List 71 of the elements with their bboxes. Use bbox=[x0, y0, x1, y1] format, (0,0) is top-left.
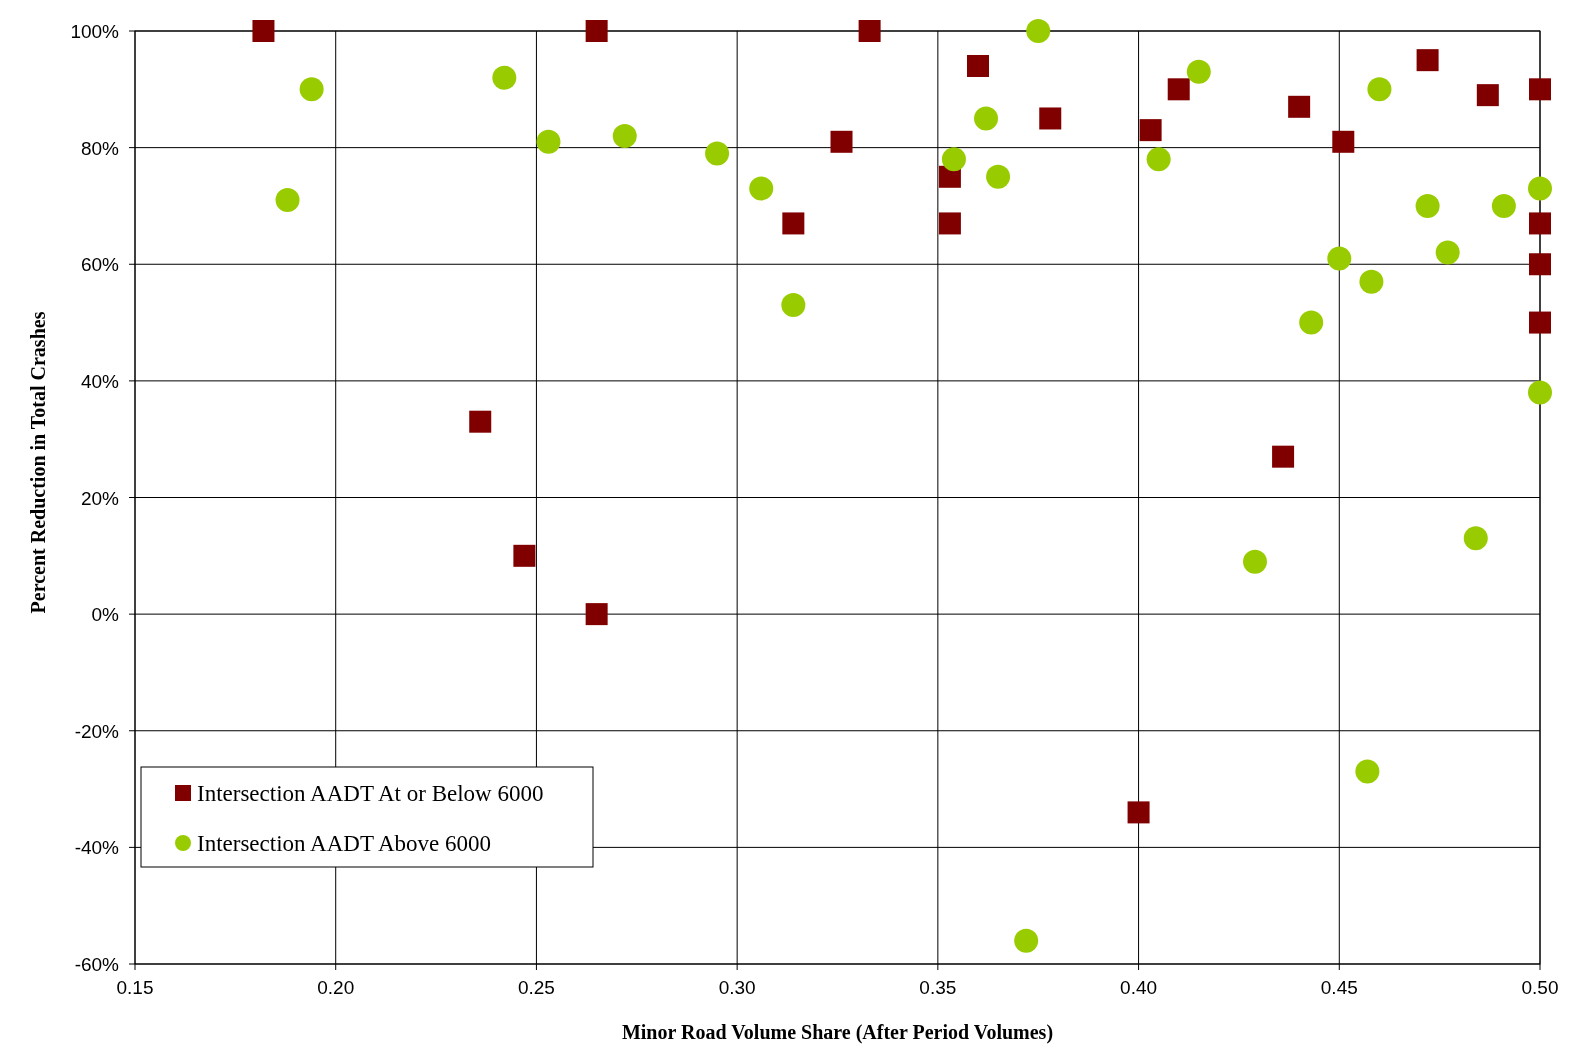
x-tick-label: 0.25 bbox=[517, 977, 555, 998]
point bbox=[938, 212, 961, 235]
point bbox=[1026, 19, 1051, 43]
y-tick-label: 40% bbox=[80, 370, 120, 392]
point bbox=[1415, 193, 1440, 218]
point bbox=[1127, 801, 1150, 824]
legend-label: Intersection AADT At or Below 6000 bbox=[197, 781, 544, 806]
point bbox=[1476, 84, 1499, 107]
y-tick-label: 60% bbox=[80, 254, 120, 276]
point bbox=[986, 164, 1011, 189]
point bbox=[1529, 212, 1551, 235]
point bbox=[781, 293, 806, 318]
point bbox=[585, 20, 608, 42]
point bbox=[1355, 759, 1380, 784]
point bbox=[1529, 253, 1551, 276]
point bbox=[1186, 59, 1211, 84]
y-tick-label: 0% bbox=[91, 604, 120, 626]
point bbox=[536, 129, 561, 154]
x-tick-label: 0.50 bbox=[1521, 977, 1559, 998]
x-tick-label: 0.45 bbox=[1320, 977, 1358, 998]
point bbox=[941, 147, 966, 172]
point bbox=[974, 106, 999, 131]
point bbox=[299, 77, 324, 102]
point bbox=[1327, 246, 1352, 271]
point bbox=[1139, 119, 1162, 142]
point bbox=[252, 20, 275, 42]
point bbox=[1435, 240, 1460, 265]
point bbox=[1039, 107, 1062, 130]
point bbox=[1167, 78, 1190, 101]
x-axis-title: Minor Road Volume Share (After Period Volumes) bbox=[621, 1021, 1054, 1044]
legend-label: Intersection AADT Above 6000 bbox=[197, 831, 492, 856]
x-tick-label: 0.40 bbox=[1120, 977, 1158, 998]
point bbox=[858, 20, 881, 42]
x-tick-label: 0.35 bbox=[919, 977, 957, 998]
point bbox=[1528, 380, 1552, 405]
y-tick-label: -60% bbox=[74, 954, 120, 975]
point bbox=[469, 410, 492, 433]
point bbox=[1529, 311, 1551, 334]
point bbox=[1146, 147, 1171, 172]
point bbox=[1367, 77, 1392, 102]
x-tick-label: 0.15 bbox=[116, 977, 154, 998]
point bbox=[275, 188, 300, 213]
point bbox=[1332, 130, 1355, 153]
point bbox=[585, 603, 608, 626]
point bbox=[612, 123, 637, 148]
point bbox=[492, 65, 517, 90]
point bbox=[830, 130, 853, 153]
point bbox=[1242, 549, 1267, 574]
y-tick-label: 100% bbox=[70, 21, 120, 42]
x-tick-label: 0.20 bbox=[317, 977, 355, 998]
point bbox=[1359, 269, 1384, 294]
point bbox=[1528, 176, 1552, 201]
x-tick-label: 0.30 bbox=[718, 977, 756, 998]
point bbox=[749, 176, 774, 201]
point bbox=[1014, 928, 1039, 953]
y-tick-label: -20% bbox=[74, 720, 120, 742]
y-tick-label: 20% bbox=[80, 487, 120, 509]
point bbox=[1288, 95, 1311, 118]
point bbox=[782, 212, 805, 235]
y-axis-title: Percent Reduction in Total Crashes bbox=[27, 311, 49, 614]
point bbox=[967, 54, 989, 77]
point bbox=[1463, 526, 1488, 551]
point bbox=[705, 141, 730, 166]
y-tick-label: -40% bbox=[74, 837, 120, 859]
point bbox=[1529, 78, 1551, 101]
point bbox=[1491, 193, 1516, 218]
point bbox=[1272, 445, 1295, 468]
point bbox=[1416, 49, 1439, 72]
point bbox=[513, 544, 536, 567]
point bbox=[1299, 310, 1324, 335]
y-tick-label: 80% bbox=[80, 137, 120, 159]
